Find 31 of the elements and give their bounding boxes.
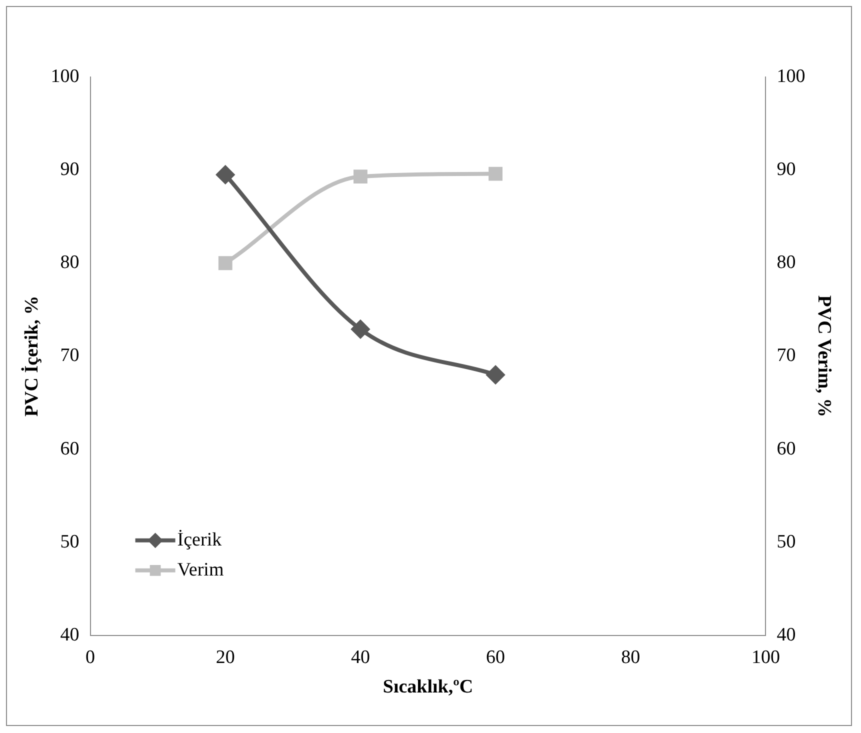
x-axis-title: Sıcaklık,ºC [382, 676, 474, 698]
y-axis-title: PVC İçerik, % [20, 296, 42, 417]
y-tick-label: 80 [60, 252, 80, 274]
y2-tick-label: 50 [776, 531, 796, 552]
y2-tick-label: 90 [776, 159, 796, 180]
point [351, 320, 370, 338]
y-tick-label: 70 [60, 345, 80, 366]
y-tick-label: 50 [60, 531, 80, 552]
y2-tick-label: 80 [776, 252, 796, 274]
y-tick-label: 100 [50, 66, 80, 87]
point [216, 166, 234, 184]
x-tick-label: 20 [216, 646, 235, 668]
legend-label: İçerik [177, 529, 222, 550]
x-tick-label: 60 [486, 646, 506, 668]
y2-tick-label: 60 [776, 438, 796, 460]
y2-tick-label: 100 [776, 66, 806, 87]
legend-label: Verim [177, 559, 224, 580]
x-tick-label: 80 [621, 646, 640, 668]
y-tick-label: 90 [60, 159, 80, 180]
y2-tick-label: 70 [776, 345, 796, 366]
y-tick-label: 40 [60, 624, 80, 646]
y2-tick-label: 40 [776, 624, 796, 646]
y2-axis-title: PVC Verim, % [814, 295, 835, 418]
x-tick-label: 0 [86, 646, 96, 668]
point [218, 256, 232, 270]
point [354, 170, 368, 184]
point [488, 166, 502, 181]
y-tick-label: 60 [60, 438, 80, 460]
point [486, 366, 505, 384]
x-tick-label: 40 [350, 646, 370, 668]
x-tick-label: 100 [751, 646, 780, 668]
